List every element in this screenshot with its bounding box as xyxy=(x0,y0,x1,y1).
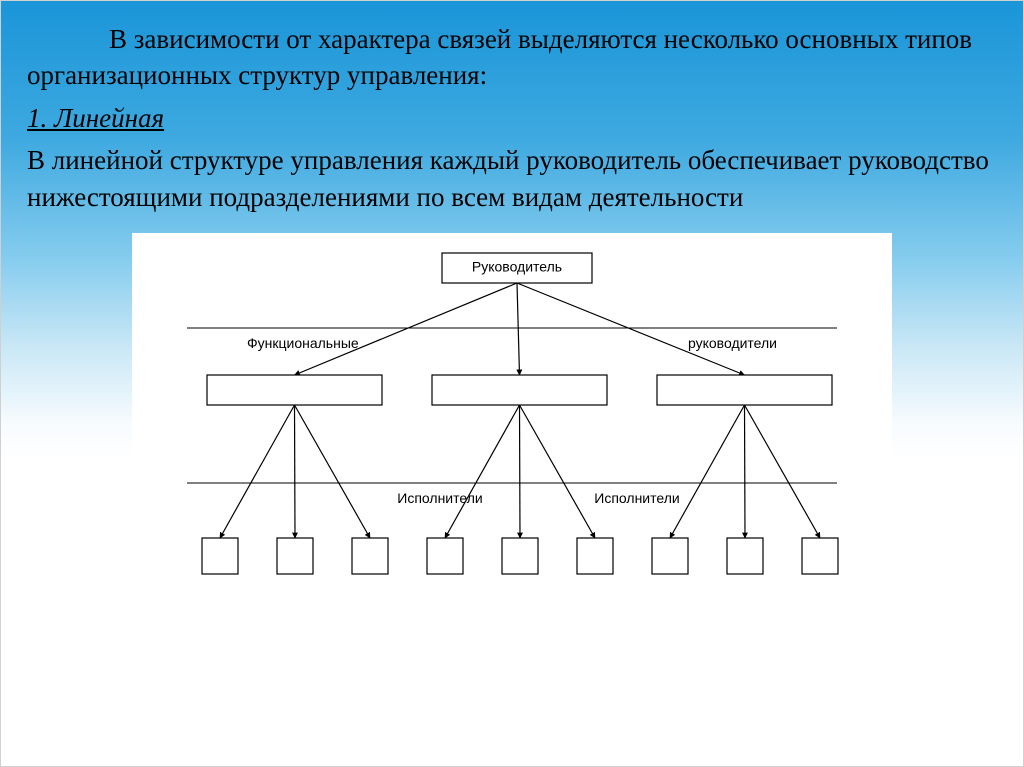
node-m3 xyxy=(657,375,832,405)
node-label-top: Руководитель xyxy=(472,259,562,275)
node-b7 xyxy=(652,538,688,574)
edge xyxy=(295,405,296,538)
node-b9 xyxy=(802,538,838,574)
slide: В зависимости от характера связей выделя… xyxy=(0,0,1024,767)
node-b5 xyxy=(502,538,538,574)
row-label-0: Функциональные xyxy=(247,335,359,351)
node-m1 xyxy=(207,375,382,405)
node-b2 xyxy=(277,538,313,574)
node-b6 xyxy=(577,538,613,574)
edge xyxy=(745,405,746,538)
heading: 1. Линейная xyxy=(27,100,997,136)
row-label-3: Исполнители xyxy=(594,490,679,506)
node-m2 xyxy=(432,375,607,405)
node-b8 xyxy=(727,538,763,574)
row-label-1: руководители xyxy=(688,335,777,351)
org-chart-diagram: Руководитель Функциональные руководители Ис… xyxy=(132,233,892,663)
edge xyxy=(520,405,521,538)
intro-paragraph: В зависимости от характера связей выделя… xyxy=(27,21,997,94)
text-block: В зависимости от характера связей выделя… xyxy=(27,21,997,215)
node-b4 xyxy=(427,538,463,574)
row-label-2: Исполнители xyxy=(397,490,482,506)
body-paragraph: В линейной структуре управления каждый р… xyxy=(27,142,997,215)
diagram-container: Руководитель Функциональные руководители Ис… xyxy=(27,233,997,663)
node-b1 xyxy=(202,538,238,574)
node-b3 xyxy=(352,538,388,574)
